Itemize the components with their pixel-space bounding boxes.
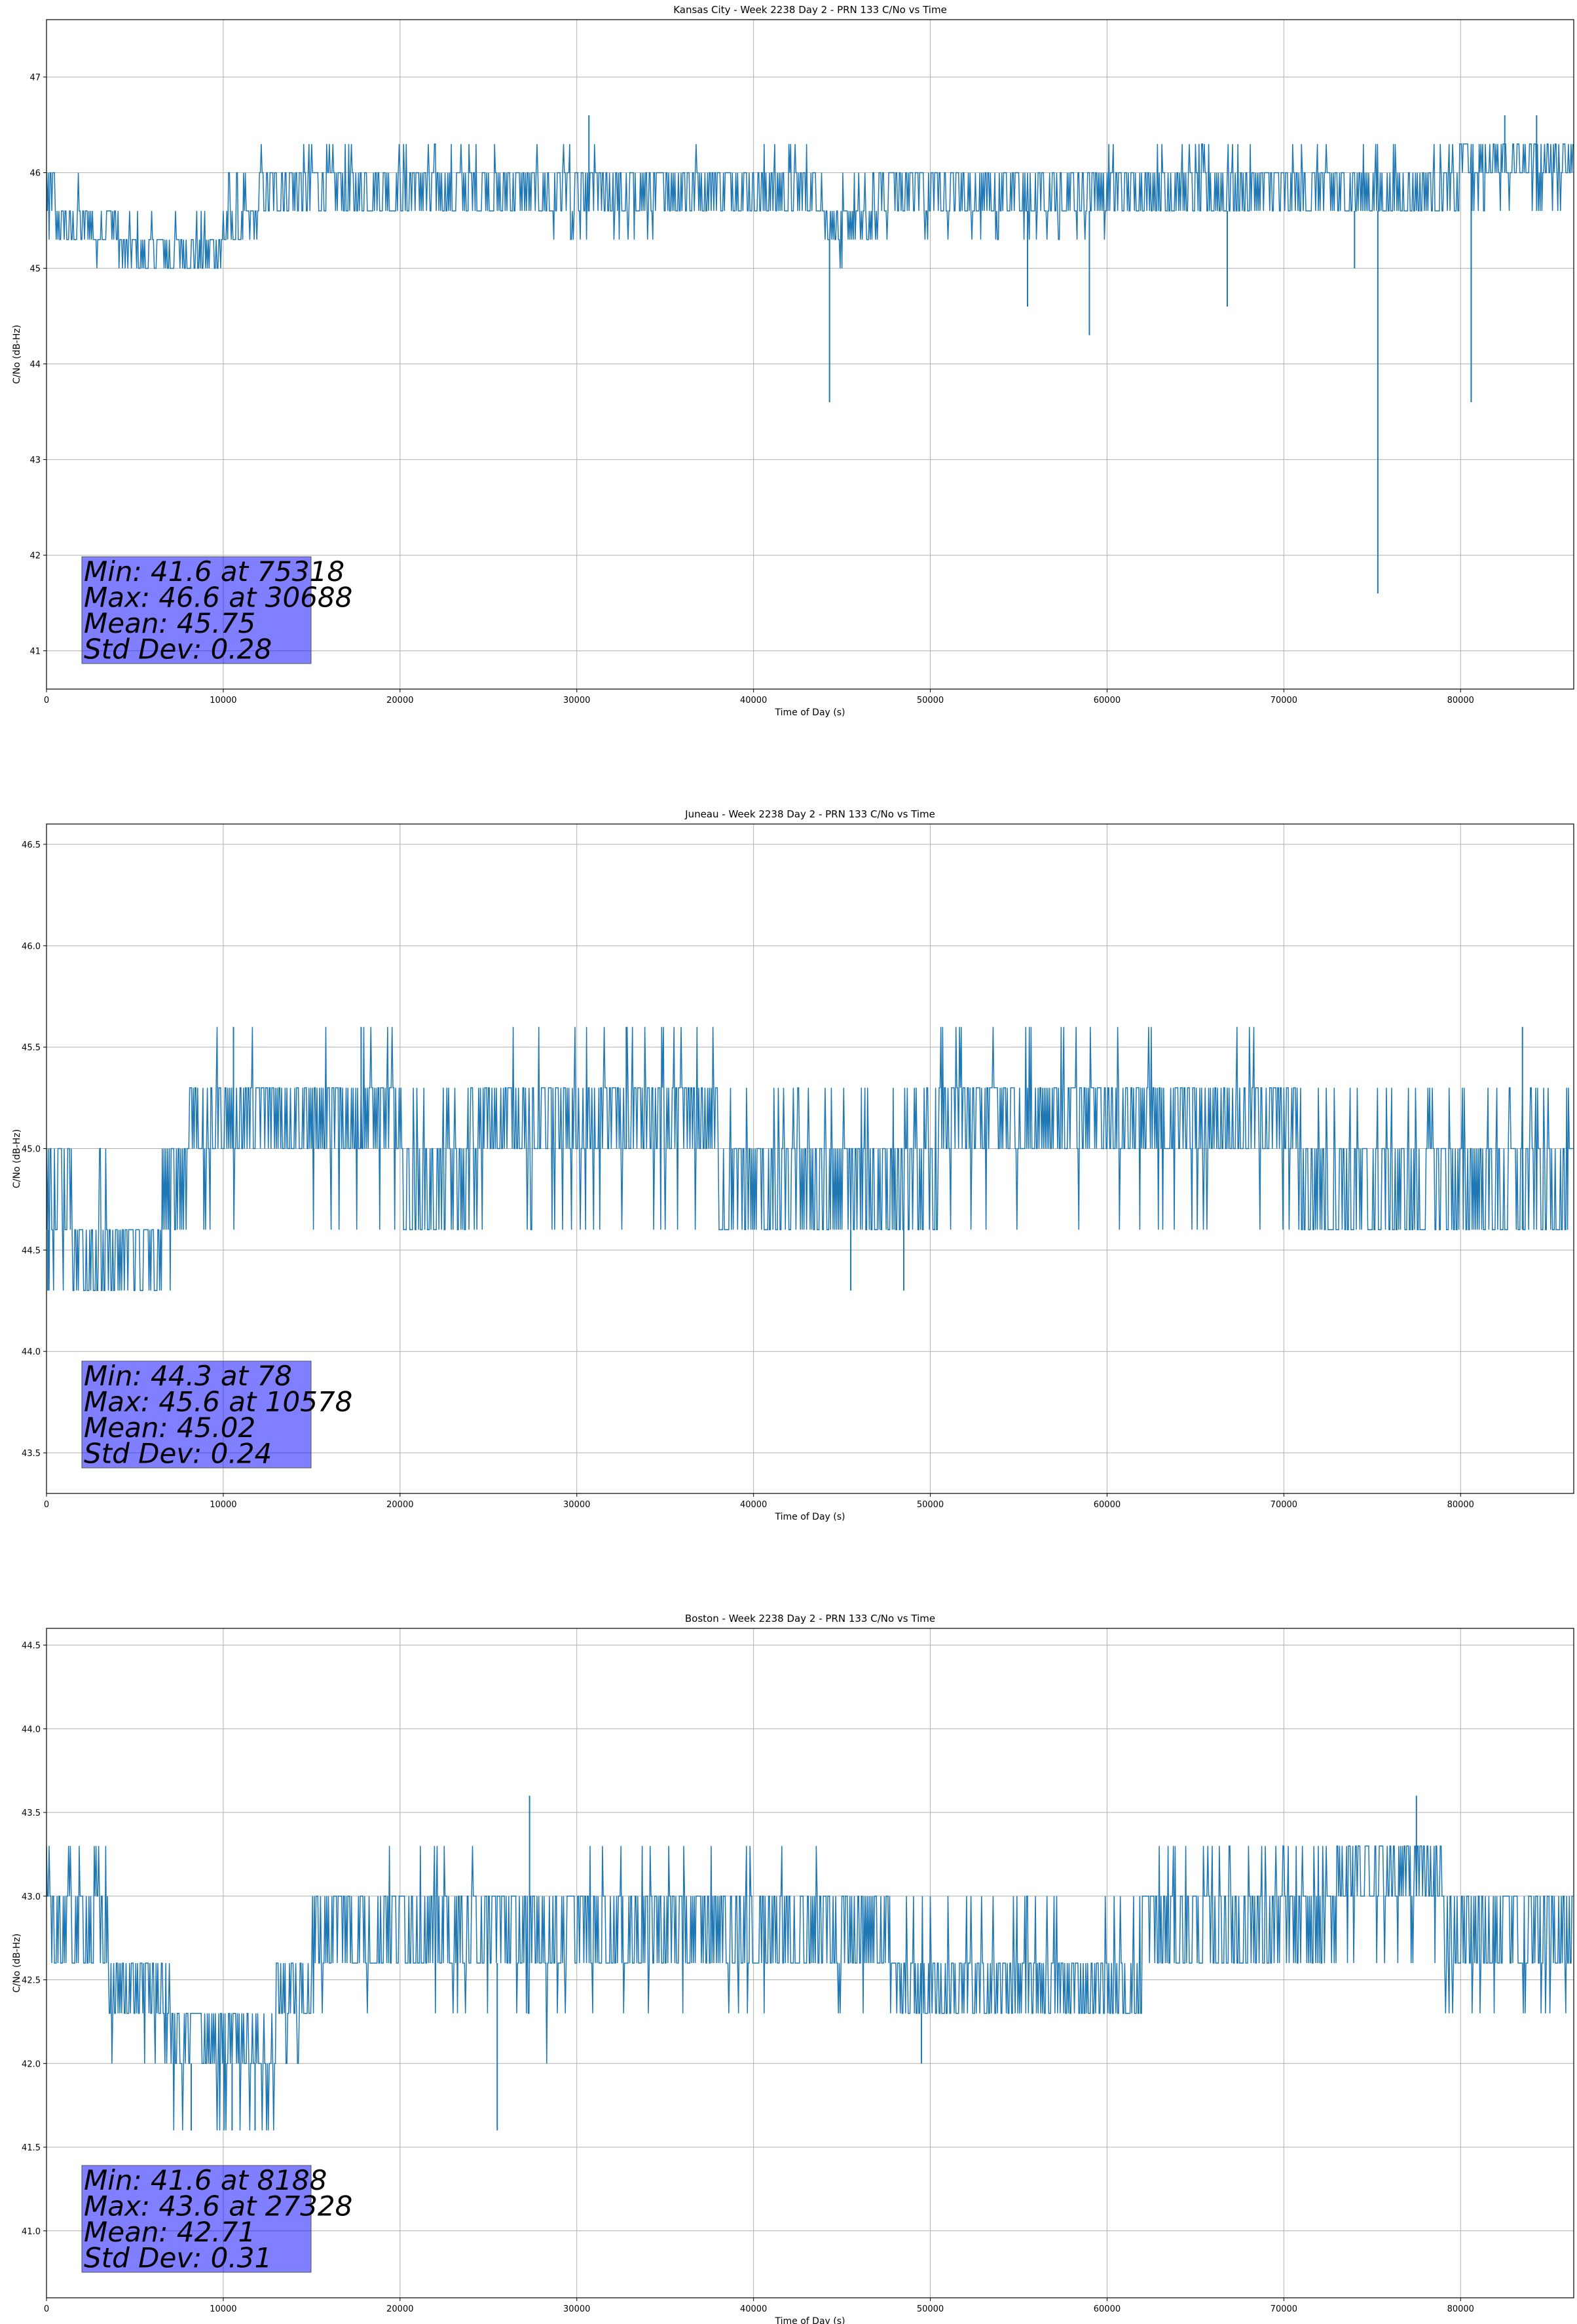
x-tick-label: 20000 <box>386 2304 413 2314</box>
x-tick-label: 70000 <box>1271 2304 1297 2314</box>
x-tick-label: 60000 <box>1094 1500 1121 1510</box>
x-tick-label: 30000 <box>563 1500 590 1510</box>
x-tick-label: 20000 <box>386 696 413 705</box>
x-tick-label: 40000 <box>740 2304 767 2314</box>
y-tick-label: 43.0 <box>22 1892 41 1902</box>
axes-frame <box>46 19 1574 690</box>
y-tick-label: 42.5 <box>22 1976 41 1986</box>
x-tick-label: 0 <box>44 696 49 705</box>
y-tick-label: 46.0 <box>22 942 41 952</box>
y-axis-label: C/No (dB-Hz) <box>12 1934 22 1993</box>
chart-panel-3: 0 10000 20000 30000 40000 50000 60000 70000 8000… <box>12 1613 1574 2324</box>
x-tick-label: 30000 <box>563 696 590 705</box>
x-tick-label: 10000 <box>210 696 236 705</box>
x-tick-label: 80000 <box>1447 1500 1474 1510</box>
x-tick-label: 20000 <box>386 1500 413 1510</box>
x-axis-label: Time of Day (s) <box>775 707 845 718</box>
stats-max-text: Max: 46.6 at 30688 <box>84 582 352 614</box>
chart-title: Kansas City - Week 2238 Day 2 - PRN 133 … <box>673 4 947 16</box>
x-tick-label: 60000 <box>1094 2304 1121 2314</box>
stats-min-text: Min: 44.3 at 78 <box>84 1360 292 1392</box>
stats-mean-text: Mean: 45.75 <box>84 607 255 639</box>
stats-max-text: Max: 45.6 at 10578 <box>84 1386 352 1418</box>
y-tick-label: 41.0 <box>22 2227 41 2237</box>
y-tick-label: 44 <box>29 360 41 370</box>
x-tick-label: 50000 <box>917 696 944 705</box>
y-tick-label: 43.5 <box>22 1809 41 1818</box>
y-tick-label: 44.0 <box>22 1347 41 1357</box>
x-tick-label: 70000 <box>1271 696 1297 705</box>
stats-std-text: Std Dev: 0.24 <box>84 1438 272 1470</box>
x-tick-label: 60000 <box>1094 696 1121 705</box>
y-tick-label: 45 <box>29 265 41 274</box>
y-tick-label: 42 <box>29 552 41 561</box>
stats-box <box>81 2165 312 2273</box>
stats-box <box>81 556 312 664</box>
y-tick-label: 44.5 <box>22 1246 41 1256</box>
y-axis-label: C/No (dB-Hz) <box>12 1129 22 1188</box>
x-tick-label: 80000 <box>1447 696 1474 705</box>
stats-mean-text: Mean: 45.02 <box>84 1412 255 1444</box>
x-tick-label: 50000 <box>917 1500 944 1510</box>
chart-title: Boston - Week 2238 Day 2 - PRN 133 C/No … <box>685 1613 935 1624</box>
x-tick-label: 40000 <box>740 1500 767 1510</box>
x-tick-label: 80000 <box>1447 2304 1474 2314</box>
chart-panel-1: 0 10000 20000 30000 40000 50000 60000 70000 8000… <box>12 4 1574 718</box>
x-axis-label: Time of Day (s) <box>775 2316 845 2324</box>
y-tick-label: 42.0 <box>22 2059 41 2069</box>
x-tick-label: 40000 <box>740 696 767 705</box>
chart-panel-2: 0 10000 20000 30000 40000 50000 60000 70000 8000… <box>12 808 1574 1522</box>
y-tick-label: 45.0 <box>22 1145 41 1155</box>
stats-max-text: Max: 43.6 at 27328 <box>84 2190 352 2222</box>
x-tick-label: 10000 <box>210 1500 236 1510</box>
y-tick-label: 45.5 <box>22 1043 41 1053</box>
stats-std-text: Std Dev: 0.28 <box>84 633 272 665</box>
y-tick-label: 41 <box>29 647 41 657</box>
x-tick-label: 70000 <box>1271 1500 1297 1510</box>
chart-title: Juneau - Week 2238 Day 2 - PRN 133 C/No … <box>684 808 935 820</box>
data-series-line <box>46 1845 1573 2131</box>
stats-min-text: Min: 41.6 at 75318 <box>84 555 344 588</box>
x-tick-label: 0 <box>44 1500 49 1510</box>
y-tick-label: 46 <box>29 169 41 179</box>
y-tick-label: 46.5 <box>22 840 41 850</box>
y-tick-label: 44.5 <box>22 1641 41 1651</box>
data-series-line <box>46 1026 1573 1292</box>
x-tick-label: 30000 <box>563 2304 590 2314</box>
stats-mean-text: Mean: 42.71 <box>84 2216 255 2248</box>
y-tick-label: 43 <box>29 456 41 466</box>
y-tick-label: 47 <box>29 73 41 83</box>
x-tick-label: 0 <box>44 2304 49 2314</box>
data-series-line <box>46 143 1574 269</box>
stats-min-text: Min: 41.6 at 8188 <box>84 2164 327 2196</box>
y-axis-label: C/No (dB-Hz) <box>12 325 22 384</box>
y-tick-label: 41.5 <box>22 2143 41 2153</box>
stats-std-text: Std Dev: 0.31 <box>84 2242 272 2274</box>
x-tick-label: 50000 <box>917 2304 944 2314</box>
y-tick-label: 43.5 <box>22 1449 41 1459</box>
axes-frame <box>46 1628 1574 2298</box>
y-tick-label: 44.0 <box>22 1725 41 1734</box>
x-axis-label: Time of Day (s) <box>775 1512 845 1522</box>
x-tick-label: 10000 <box>210 2304 236 2314</box>
stats-box <box>81 1360 312 1469</box>
axes-frame <box>46 823 1574 1494</box>
